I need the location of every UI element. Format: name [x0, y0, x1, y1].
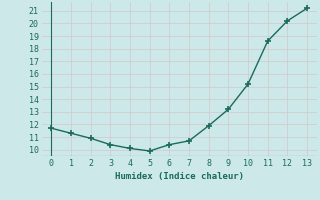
X-axis label: Humidex (Indice chaleur): Humidex (Indice chaleur): [115, 172, 244, 181]
